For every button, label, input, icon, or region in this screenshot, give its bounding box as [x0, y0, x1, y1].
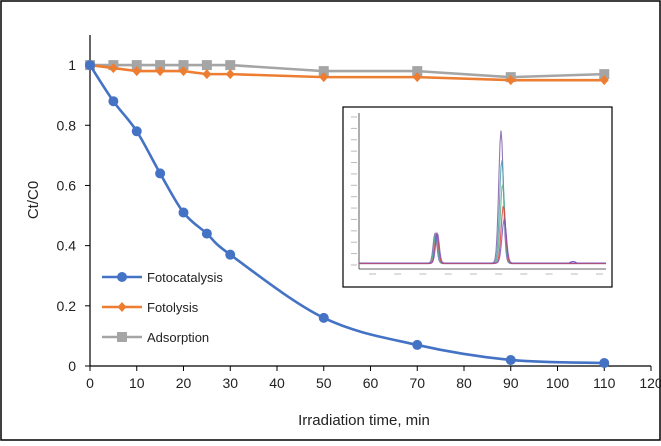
series — [85, 60, 610, 368]
legend-label: Fotocatalysis — [147, 270, 223, 285]
y-tick-label: 0.4 — [57, 238, 77, 254]
x-tick-label: 40 — [269, 375, 285, 391]
data-point — [155, 168, 166, 179]
data-point — [225, 60, 236, 71]
legend-marker — [117, 302, 127, 312]
data-point — [132, 66, 142, 77]
data-point — [201, 60, 212, 71]
data-point — [506, 75, 516, 86]
data-point — [599, 69, 610, 80]
x-tick-label: 0 — [86, 375, 94, 391]
y-axis-title: Ct/C0 — [25, 181, 42, 219]
x-tick-label: 100 — [546, 375, 570, 391]
y-tick-label: 0.6 — [57, 177, 77, 193]
data-point — [599, 75, 609, 86]
data-point — [178, 60, 189, 71]
legend-marker — [117, 272, 127, 282]
x-axis-title: Irradiation time, min — [298, 412, 430, 429]
x-tick-label: 120 — [639, 375, 661, 391]
x-tick-label: 80 — [456, 375, 472, 391]
inset-trace — [568, 261, 578, 264]
y-tick-label: 0.2 — [57, 298, 77, 314]
data-point — [131, 60, 142, 71]
y-tick-label: 1 — [68, 57, 76, 73]
y-tick-label: 0 — [68, 358, 76, 374]
x-tick-label: 110 — [593, 375, 616, 391]
series-fotolysis — [85, 60, 609, 86]
data-point — [505, 354, 516, 365]
legend-label: Adsorption — [147, 330, 209, 345]
inset-trace — [359, 218, 606, 264]
data-point — [225, 69, 235, 80]
axes: 0 10 20 30 40 50 60 70 80 90 100 110 120 0 0.2 0.4 0.6 0.… — [57, 35, 661, 391]
data-point — [318, 66, 329, 77]
x-tick-label: 90 — [503, 375, 519, 391]
data-point — [599, 357, 610, 368]
data-point — [155, 60, 166, 71]
x-tick-label: 50 — [316, 375, 332, 391]
x-tick-label: 60 — [363, 375, 379, 391]
inset-trace — [359, 205, 606, 265]
x-tick-label: 10 — [129, 375, 145, 391]
data-point — [108, 96, 119, 107]
x-tick-label: 30 — [222, 375, 238, 391]
data-point — [412, 72, 422, 83]
data-point — [318, 312, 329, 323]
data-point — [412, 339, 423, 350]
legend: Fotocatalysis Fotolysis Adsorption — [102, 270, 223, 345]
legend-marker — [117, 332, 127, 342]
data-point — [131, 126, 142, 137]
data-point — [202, 69, 212, 80]
series-fotocatalysis — [85, 60, 610, 368]
data-point — [319, 72, 329, 83]
data-point — [108, 63, 118, 74]
data-point — [178, 207, 189, 218]
data-point — [155, 66, 165, 77]
data-point — [225, 249, 236, 260]
data-point — [85, 60, 95, 71]
y-tick-label: 0.8 — [57, 117, 77, 133]
x-tick-label: 20 — [176, 375, 192, 391]
data-point — [201, 228, 212, 239]
data-point — [179, 66, 188, 77]
inset-frame — [342, 106, 613, 288]
inset-chromatogram — [342, 106, 613, 288]
x-tick-label: 70 — [409, 375, 425, 391]
data-point — [412, 66, 423, 77]
legend-label: Fotolysis — [147, 300, 199, 315]
